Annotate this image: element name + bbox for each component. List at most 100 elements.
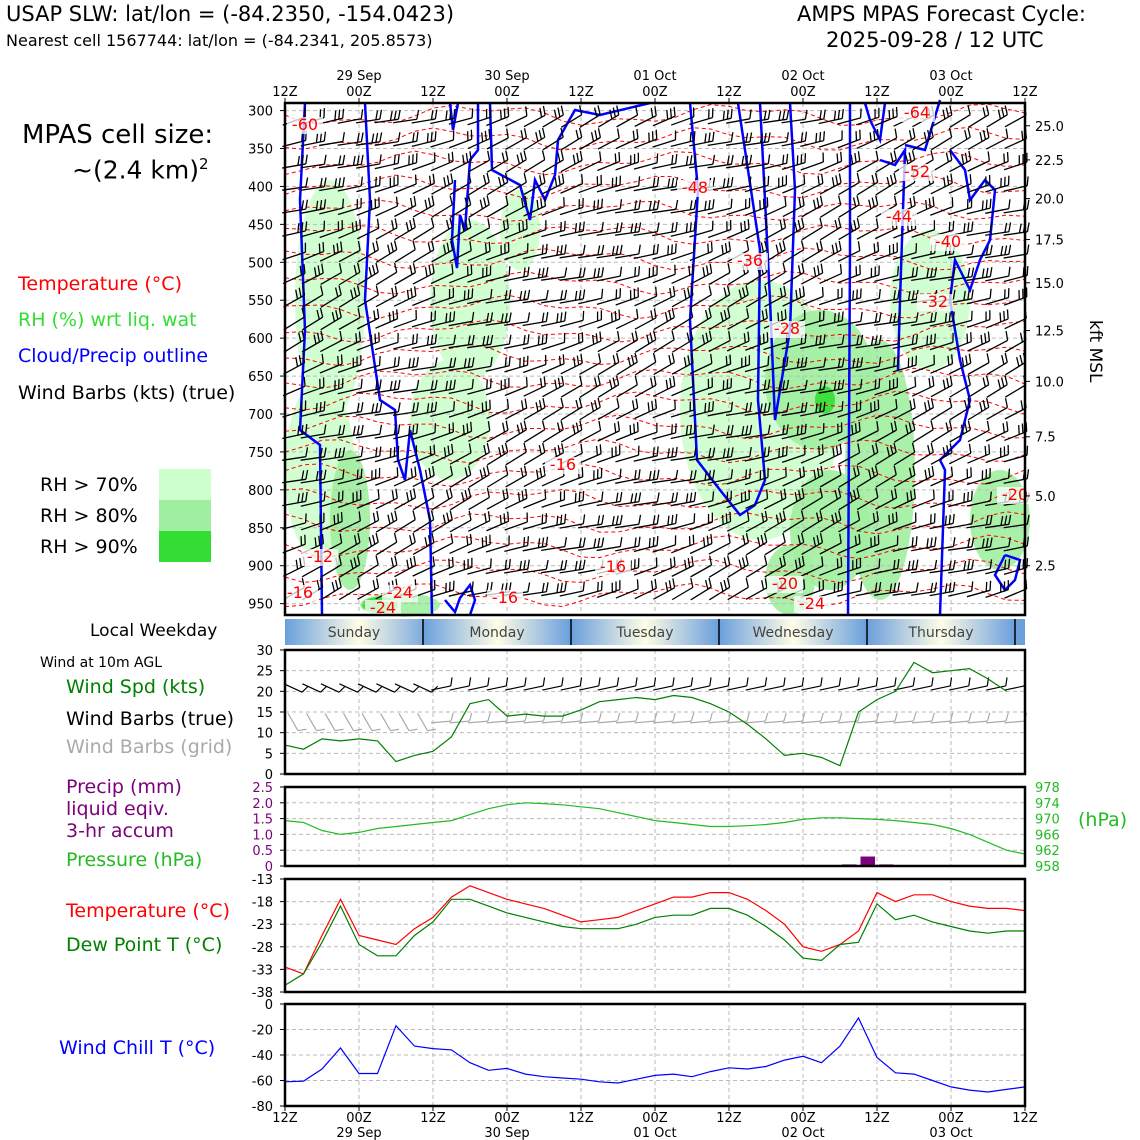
weekday-cell bbox=[285, 619, 433, 645]
wind-barb bbox=[801, 510, 823, 533]
wind-barb-feather bbox=[504, 465, 509, 475]
wind-barb-feather bbox=[926, 268, 930, 278]
wind-barb-feather bbox=[926, 335, 929, 346]
wind-barb-feather bbox=[507, 242, 510, 252]
wind-barb bbox=[356, 175, 381, 193]
wind-barb-feather bbox=[672, 712, 676, 722]
wind-barb-staff bbox=[430, 139, 454, 148]
wind-barb-feather bbox=[989, 222, 993, 232]
wind-barb-feather bbox=[897, 356, 900, 366]
wind-barb-grid bbox=[893, 712, 917, 724]
wind-barb-feather bbox=[817, 175, 820, 186]
wind-barb-staff bbox=[615, 253, 639, 259]
wind-barb-feather bbox=[685, 425, 689, 436]
wind-barb-feather bbox=[913, 488, 917, 499]
wind-barb-feather bbox=[379, 424, 383, 435]
wind-barb-feather bbox=[933, 354, 935, 365]
wind-barb bbox=[541, 490, 566, 508]
wind-barb-feather bbox=[968, 150, 972, 161]
wind-barb-feather bbox=[945, 152, 950, 163]
wind-barb-feather bbox=[893, 290, 896, 300]
wind-barb-staff bbox=[356, 227, 380, 240]
wind-barb-staff bbox=[652, 478, 676, 484]
wind-barb bbox=[633, 492, 660, 506]
wind-barb bbox=[892, 312, 919, 326]
wind-barb-feather bbox=[463, 290, 466, 300]
wind-barb-feather bbox=[859, 108, 862, 118]
wind-barb-feather bbox=[1004, 559, 1007, 570]
wind-barb bbox=[541, 311, 567, 327]
wind-barb-feather bbox=[821, 444, 824, 454]
wind-barb-feather bbox=[481, 537, 484, 548]
wind-barb-feather bbox=[564, 559, 568, 570]
wind-barb-staff bbox=[522, 568, 547, 574]
wind-barb-feather bbox=[600, 580, 603, 591]
wind-barb-feather bbox=[927, 129, 931, 140]
wind-barb-feather bbox=[971, 221, 974, 232]
wind-barb bbox=[393, 445, 418, 463]
wind-barb-staff bbox=[911, 720, 933, 724]
wind-barb-feather bbox=[334, 178, 338, 188]
pressure-tick-label: 400 bbox=[248, 180, 273, 195]
wind-barb-feather bbox=[744, 199, 747, 209]
wind-barb-feather bbox=[544, 489, 547, 500]
wind-barb-feather bbox=[985, 397, 990, 408]
wind-barb bbox=[356, 109, 383, 124]
wind-barb bbox=[819, 217, 842, 241]
wind-barb-feather bbox=[637, 287, 639, 297]
wind-barb bbox=[282, 264, 306, 285]
wind-barb-feather bbox=[727, 263, 731, 273]
wind-barb bbox=[726, 511, 750, 532]
wind-barb bbox=[967, 444, 991, 464]
wind-barb bbox=[819, 173, 842, 195]
wind-barb-staff bbox=[818, 139, 843, 148]
legend-precip-accum: 3-hr accum bbox=[66, 820, 174, 842]
wind-barb-feather bbox=[886, 447, 891, 457]
wind-barb-feather bbox=[747, 219, 750, 229]
wind-barb-feather bbox=[578, 397, 583, 408]
wind-barb-feather bbox=[855, 131, 858, 141]
wind-barb-staff bbox=[541, 206, 565, 216]
wind-barb-feather bbox=[838, 240, 842, 251]
wind-barb-staff bbox=[411, 432, 436, 440]
wind-barb-staff bbox=[763, 184, 787, 193]
wind-barb-feather bbox=[320, 685, 328, 693]
wind-barb bbox=[726, 331, 750, 352]
wind-barb-feather bbox=[315, 403, 318, 413]
wind-barb-feather bbox=[353, 535, 358, 545]
wind-barb bbox=[855, 107, 880, 126]
wind-barb bbox=[837, 581, 863, 597]
wind-barb-feather bbox=[948, 397, 953, 408]
wind-barb-feather bbox=[672, 677, 675, 687]
wind-barb-staff bbox=[652, 408, 676, 419]
wind-barb-feather bbox=[675, 492, 679, 502]
wind-barb-feather bbox=[804, 131, 808, 142]
wind-barb-feather bbox=[468, 712, 473, 722]
wind-barb-feather bbox=[729, 354, 732, 365]
wind-barb-feather bbox=[985, 375, 990, 385]
wind-barb-feather bbox=[725, 513, 728, 524]
wind-barb-staff bbox=[578, 500, 602, 507]
wind-barb-feather bbox=[740, 222, 743, 232]
wind-barb-feather bbox=[875, 712, 880, 722]
wind-barb bbox=[431, 240, 454, 263]
wind-barb bbox=[893, 398, 916, 420]
wind-barb-feather bbox=[1016, 357, 1020, 367]
wind-barb-feather bbox=[913, 196, 916, 206]
wind-barb-feather bbox=[598, 151, 602, 161]
wind-barb-feather bbox=[431, 533, 435, 543]
wind-barb-feather bbox=[860, 378, 863, 389]
wind-barb-feather bbox=[1026, 152, 1028, 163]
wind-barb-staff bbox=[504, 385, 528, 397]
wind-barb bbox=[892, 536, 918, 552]
wind-barb-feather bbox=[775, 244, 780, 255]
wind-barb bbox=[449, 195, 472, 218]
wind-barb-feather bbox=[506, 128, 509, 139]
wind-barb-feather bbox=[895, 399, 898, 409]
wind-barb-feather bbox=[319, 470, 323, 480]
wind-barb bbox=[523, 420, 546, 443]
wind-barb-feather bbox=[704, 133, 707, 143]
wind-barb-feather bbox=[890, 490, 894, 500]
windchill-line bbox=[284, 1016, 1026, 1093]
wind-barb-staff bbox=[966, 275, 991, 282]
